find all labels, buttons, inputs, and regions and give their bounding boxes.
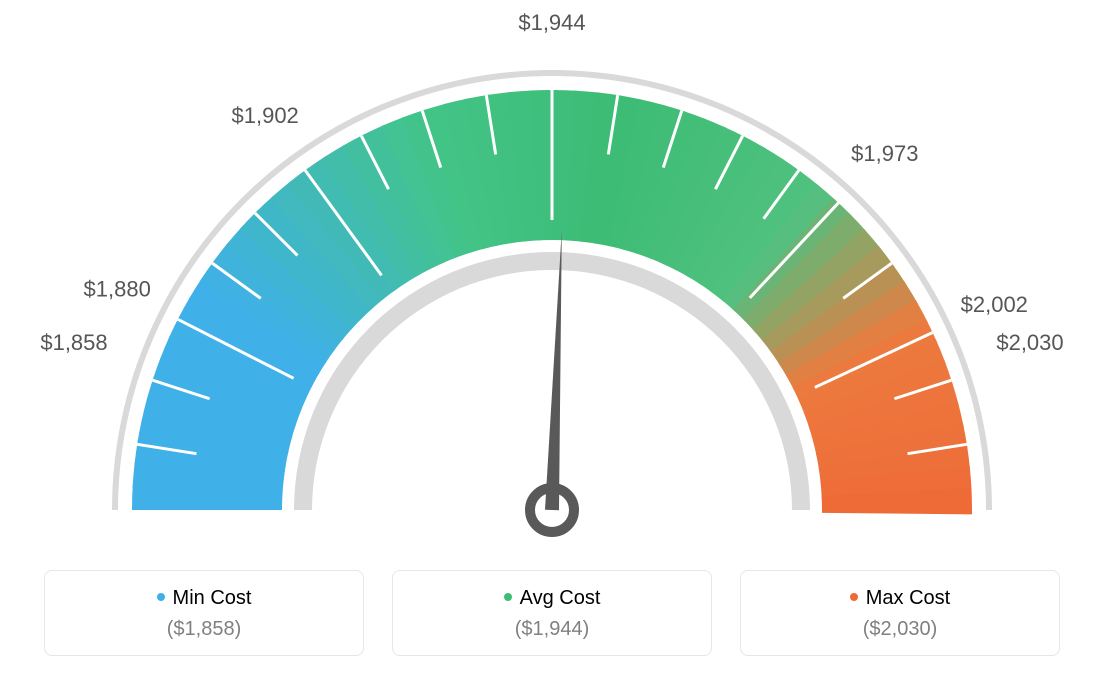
legend-row: Min Cost ($1,858) Avg Cost ($1,944) Max …: [0, 570, 1104, 656]
legend-avg: Avg Cost ($1,944): [392, 570, 712, 656]
svg-text:$1,944: $1,944: [518, 10, 585, 35]
legend-avg-label: Avg Cost: [520, 587, 601, 609]
legend-avg-value: ($1,944): [413, 618, 691, 641]
svg-text:$2,002: $2,002: [961, 292, 1028, 317]
legend-min-title: Min Cost: [65, 587, 343, 610]
legend-min: Min Cost ($1,858): [44, 570, 364, 656]
svg-text:$1,858: $1,858: [40, 330, 107, 355]
legend-min-value: ($1,858): [65, 618, 343, 641]
dot-icon: [850, 593, 858, 601]
legend-min-label: Min Cost: [173, 587, 252, 609]
gauge-svg: $1,858 $1,880 $1,902 $1,944 $1,973 $2,002 $2,0…: [0, 0, 1104, 560]
svg-text:$1,902: $1,902: [232, 103, 299, 128]
legend-max-label: Max Cost: [866, 587, 950, 609]
legend-max-value: ($2,030): [761, 618, 1039, 641]
legend-max: Max Cost ($2,030): [740, 570, 1060, 656]
dot-icon: [504, 593, 512, 601]
svg-text:$2,030: $2,030: [996, 330, 1063, 355]
gauge-chart: $1,858 $1,880 $1,902 $1,944 $1,973 $2,002 $2,0…: [0, 0, 1104, 560]
svg-text:$1,880: $1,880: [84, 276, 151, 301]
svg-text:$1,973: $1,973: [851, 141, 918, 166]
legend-avg-title: Avg Cost: [413, 587, 691, 610]
dot-icon: [157, 593, 165, 601]
legend-max-title: Max Cost: [761, 587, 1039, 610]
